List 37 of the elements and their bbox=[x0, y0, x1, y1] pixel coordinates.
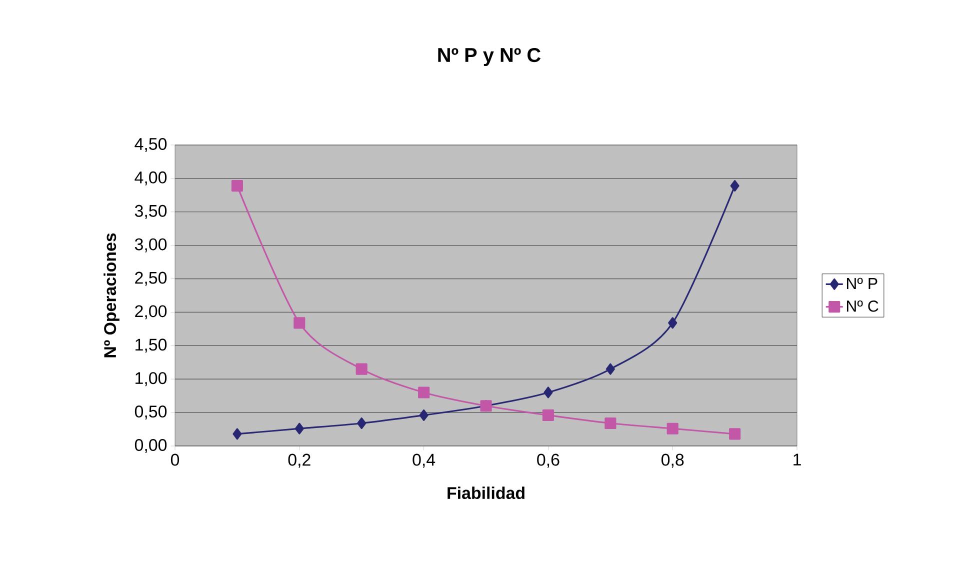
y-tick-label: 1,00 bbox=[136, 372, 167, 386]
x-tick-label: 0,2 bbox=[288, 454, 310, 468]
point bbox=[294, 422, 304, 434]
x-tick-label: 0,6 bbox=[537, 454, 560, 468]
y-tick-label: 3,50 bbox=[134, 204, 167, 219]
chart-title: Nº P y Nº C bbox=[438, 48, 541, 66]
point bbox=[357, 417, 366, 430]
point bbox=[668, 317, 678, 329]
legend-label: Nº P bbox=[846, 278, 878, 289]
x-tick-label: 0,8 bbox=[661, 454, 684, 468]
point bbox=[232, 428, 242, 440]
y-tick-label: 1,50 bbox=[136, 338, 167, 353]
x-axis-title: Fiabilidad bbox=[448, 486, 524, 500]
point bbox=[419, 409, 428, 421]
x-tick-label: 0,4 bbox=[412, 454, 436, 468]
y-tick-label: 0,00 bbox=[134, 438, 167, 453]
y-tick-label: 0,50 bbox=[134, 406, 167, 420]
y-tick-label: 2,50 bbox=[135, 272, 167, 286]
point bbox=[356, 363, 368, 375]
point bbox=[729, 428, 741, 440]
y-tick-label: 2,00 bbox=[135, 305, 167, 320]
legend-label: Nº C bbox=[846, 300, 878, 312]
point bbox=[606, 363, 615, 375]
y-tick-label: 4,50 bbox=[134, 138, 167, 152]
point bbox=[730, 180, 740, 192]
point bbox=[231, 180, 243, 192]
point bbox=[542, 409, 554, 421]
point bbox=[666, 422, 678, 434]
y-tick-label: 4,00 bbox=[134, 171, 167, 186]
point bbox=[604, 417, 616, 430]
x-tick-label: 0 bbox=[170, 454, 180, 466]
point bbox=[418, 386, 430, 398]
y-tick-label: 3,00 bbox=[134, 238, 167, 252]
y-axis-title: Nº Operaciones bbox=[104, 233, 120, 358]
point bbox=[294, 317, 306, 329]
x-tick-label: 1 bbox=[794, 454, 801, 466]
point bbox=[544, 386, 553, 398]
